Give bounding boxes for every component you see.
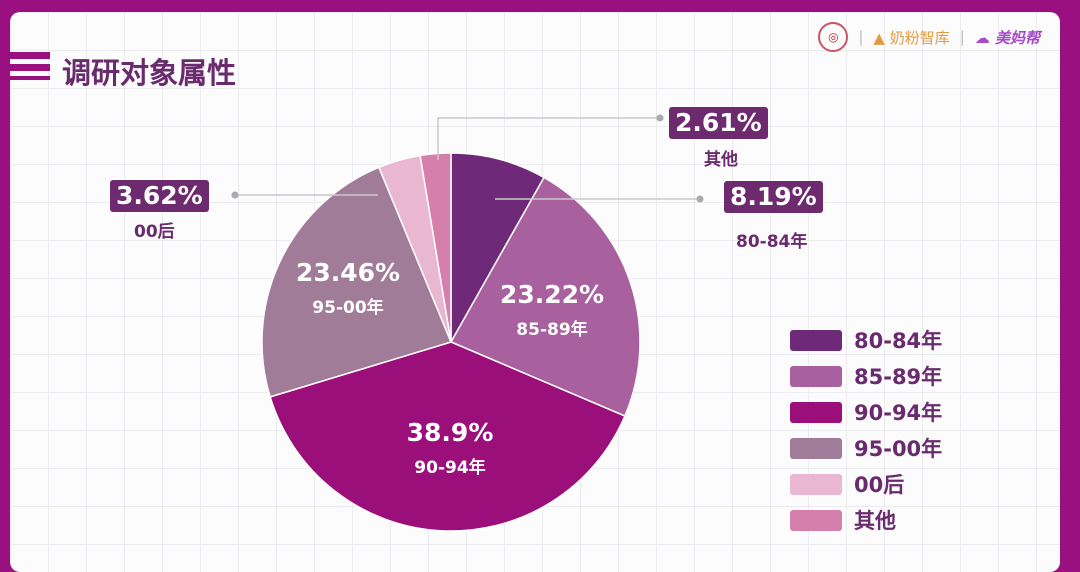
legend-swatch	[790, 509, 842, 531]
data-label-value: 2.61%	[669, 107, 768, 139]
data-label-value: 8.19%	[724, 181, 823, 213]
pie-slice-3	[261, 166, 453, 398]
legend-item: 00后	[790, 466, 942, 502]
data-label-value: 3.62%	[110, 180, 209, 212]
legend-item: 95-00年	[790, 430, 942, 466]
title-decoration	[10, 64, 50, 71]
legend-label: 90-94年	[854, 401, 943, 425]
legend-swatch	[790, 473, 842, 495]
leader-dot	[231, 191, 239, 199]
pie-slice-0	[450, 152, 546, 345]
legend-swatch	[790, 401, 842, 423]
legend-label: 其他	[854, 509, 896, 533]
pie-slice-2	[269, 341, 626, 532]
leader-dot	[696, 195, 704, 203]
legend-label: 00后	[854, 473, 905, 497]
legend-item: 85-89年	[790, 358, 942, 394]
data-label-category: 其他	[704, 150, 738, 170]
pie-slice-1	[449, 176, 641, 418]
title-decoration	[10, 52, 50, 59]
legend-swatch	[790, 365, 842, 387]
legend-swatch	[790, 437, 842, 459]
page-title: 调研对象属性	[62, 56, 237, 90]
data-label-category: 80-84年	[736, 232, 808, 252]
slice-label: 23.22% 85-89年	[499, 280, 605, 340]
data-label-category: 00后	[134, 222, 175, 242]
leader-line	[437, 117, 660, 160]
logo-mamiai: ◎	[818, 22, 849, 52]
logo-strip: ◎ | ▲ 奶粉智库 | ☁ 美妈帮	[818, 22, 1040, 52]
legend-swatch	[790, 329, 842, 351]
pie-slice-5	[419, 152, 452, 343]
slice-label: 38.9% 90-94年	[406, 418, 494, 478]
legend-label: 85-89年	[854, 365, 943, 389]
leader-dot	[656, 114, 664, 122]
logo-meimabang: ☁ 美妈帮	[974, 28, 1040, 47]
legend-label: 80-84年	[854, 329, 943, 353]
legend-item: 其他	[790, 502, 942, 538]
pie-chart	[231, 114, 704, 532]
slice-label: 23.46% 95-00年	[295, 258, 401, 318]
legend-label: 95-00年	[854, 437, 943, 461]
title-decoration	[10, 76, 50, 80]
legend-item: 80-84年	[790, 322, 942, 358]
legend-item: 90-94年	[790, 394, 942, 430]
legend: 80-84年 85-89年 90-94年 95-00年 00后其他	[790, 322, 942, 538]
logo-naifen-zhiku: ▲ 奶粉智库	[873, 28, 950, 47]
